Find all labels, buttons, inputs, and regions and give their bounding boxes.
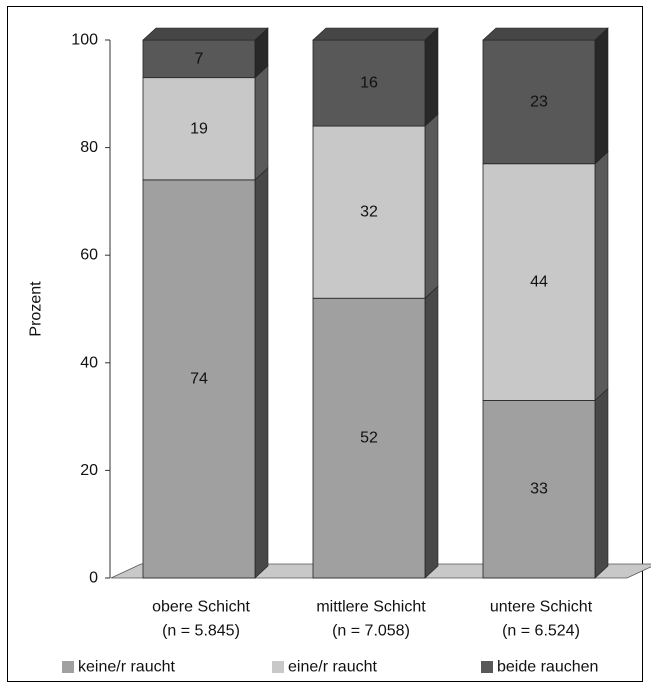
bar-segment[interactable] <box>312 39 426 127</box>
data-label: 16 <box>360 75 378 92</box>
x-tick-label: (n = 5.845) <box>162 623 240 640</box>
data-label: 23 <box>530 93 548 110</box>
bar-top-face <box>482 27 609 41</box>
bar-segment[interactable] <box>312 297 426 579</box>
y-tick-label: 60 <box>80 247 98 264</box>
data-label: 44 <box>530 274 548 291</box>
y-tick-label: 40 <box>80 354 98 371</box>
bar-side-face <box>424 285 439 579</box>
data-label: 52 <box>360 430 378 447</box>
y-axis-title: Prozent <box>28 281 45 337</box>
data-label: 19 <box>190 120 208 137</box>
legend-swatch <box>272 661 284 673</box>
legend-swatch <box>481 661 493 673</box>
bar-side-face <box>254 64 269 181</box>
legend-label: keine/r raucht <box>78 659 175 676</box>
y-tick-label: 100 <box>71 32 98 49</box>
legend-label: eine/r raucht <box>288 659 377 676</box>
x-tick-label: untere Schicht <box>490 599 593 616</box>
y-tick-label: 0 <box>89 570 98 587</box>
legend-label: beide rauchen <box>497 659 598 676</box>
x-tick-label: obere Schicht <box>152 599 250 616</box>
bar-side-face <box>594 27 609 165</box>
x-tick-label: (n = 6.524) <box>502 623 580 640</box>
bar-segment[interactable] <box>482 400 596 579</box>
data-label: 74 <box>190 370 208 387</box>
y-tick-label: 80 <box>80 139 98 156</box>
data-label: 33 <box>530 481 548 498</box>
data-label: 7 <box>195 50 204 67</box>
bar-top-face <box>142 27 269 41</box>
x-tick-label: (n = 7.058) <box>332 623 410 640</box>
bar-side-face <box>254 167 269 579</box>
bar-segment[interactable] <box>312 125 426 299</box>
bar-side-face <box>594 387 609 579</box>
bar-side-face <box>594 151 609 402</box>
x-tick-label: mittlere Schicht <box>316 599 426 616</box>
bar-side-face <box>424 113 439 299</box>
bar-segment[interactable] <box>142 179 256 579</box>
data-label: 32 <box>360 204 378 221</box>
bar-segment[interactable] <box>482 39 596 165</box>
y-tick-label: 20 <box>80 462 98 479</box>
bar-side-face <box>424 27 439 127</box>
legend-swatch <box>62 661 74 673</box>
bar-top-face <box>312 27 439 41</box>
